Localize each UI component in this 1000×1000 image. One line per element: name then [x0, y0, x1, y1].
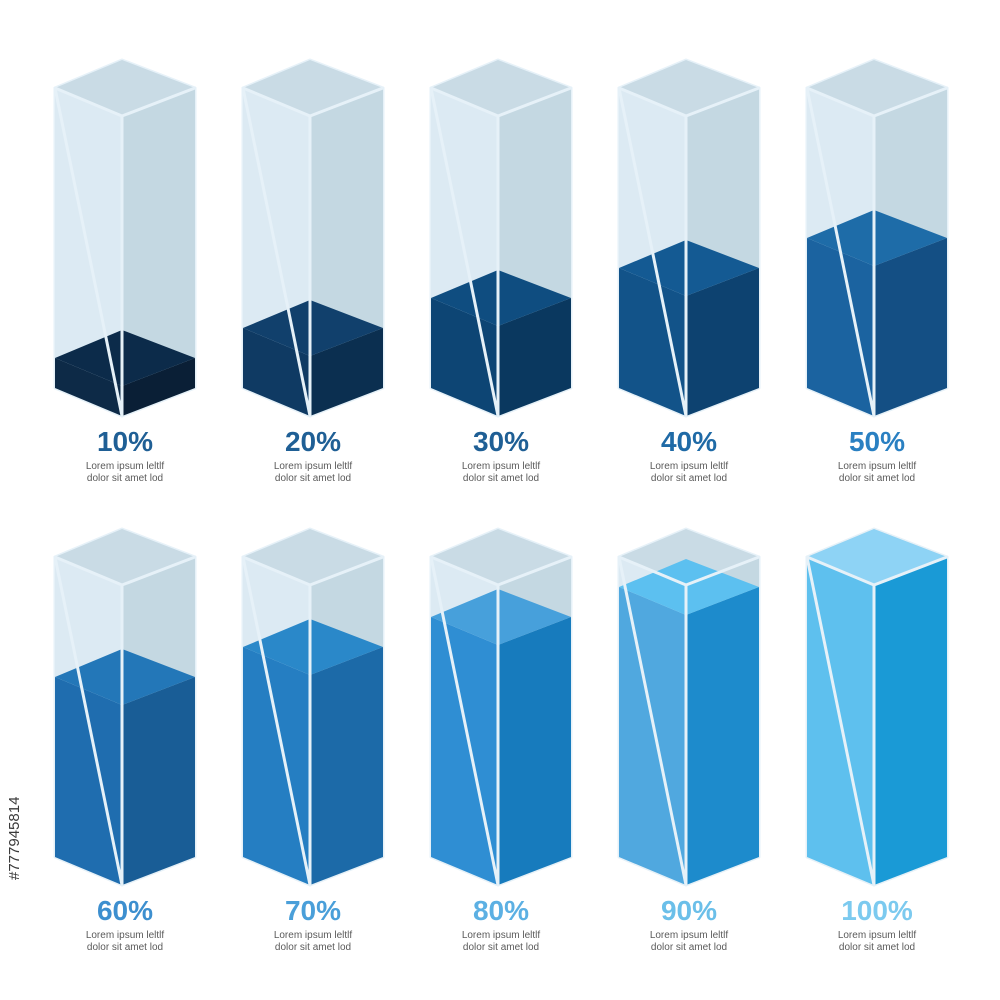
caption-line-2: dolor sit amet lod	[462, 942, 540, 953]
fill-right-face	[122, 677, 195, 885]
caption-line-2: dolor sit amet lod	[462, 473, 540, 484]
fill-right-face	[310, 328, 383, 416]
caption-line-1: Lorem ipsum leltlf	[273, 930, 353, 941]
fill-left-face	[431, 617, 498, 885]
glass-column	[617, 58, 761, 418]
percent-label: 80%	[472, 895, 530, 926]
caption-line-2: dolor sit amet lod	[86, 942, 164, 953]
caption-line-1: Lorem ipsum leltlf	[273, 461, 353, 472]
glass-front-edge	[53, 555, 197, 887]
caption-line-2: dolor sit amet lod	[838, 942, 916, 953]
glass-column	[53, 58, 197, 418]
glass-front-edge	[805, 86, 949, 418]
percent-label: 50%	[848, 426, 906, 457]
fill-right-face	[874, 238, 947, 416]
glass-front-edge	[805, 555, 949, 887]
percent-label: 20%	[284, 426, 342, 457]
glass-front-edge	[617, 86, 761, 418]
caption-line-2: dolor sit amet lod	[650, 473, 728, 484]
column-tile: 50% Lorem ipsum leltlf dolor sit amet lod	[782, 58, 972, 485]
column-tile: 20% Lorem ipsum leltlf dolor sit amet lod	[218, 58, 408, 485]
column-tile: 90% Lorem ipsum leltlf dolor sit amet lod	[594, 527, 784, 954]
glass-column	[429, 527, 573, 887]
column-tile: 70% Lorem ipsum leltlf dolor sit amet lod	[218, 527, 408, 954]
fill-top-face	[431, 270, 571, 326]
fill-right-face	[122, 358, 195, 416]
caption-line-1: Lorem ipsum leltlf	[837, 461, 917, 472]
glass-column	[53, 527, 197, 887]
column-tile: 40% Lorem ipsum leltlf dolor sit amet lod	[594, 58, 784, 485]
percent-label: 40%	[660, 426, 718, 457]
caption-line-2: dolor sit amet lod	[274, 942, 352, 953]
glass-front-edge	[53, 86, 197, 418]
fill-right-face	[310, 647, 383, 885]
fill-top-face	[243, 619, 383, 675]
caption-line-1: Lorem ipsum leltlf	[461, 461, 541, 472]
caption-line-1: Lorem ipsum leltlf	[837, 930, 917, 941]
percent-label: 10%	[96, 426, 154, 457]
fill-left-face	[619, 587, 686, 885]
stock-id-label: #777945814	[6, 796, 23, 880]
caption-line-2: dolor sit amet lod	[838, 473, 916, 484]
column-tile: 30% Lorem ipsum leltlf dolor sit amet lod	[406, 58, 596, 485]
glass-column	[805, 527, 949, 887]
percent-label: 90%	[660, 895, 718, 926]
glass-column	[429, 58, 573, 418]
glass-column	[241, 527, 385, 887]
glass-front-edge	[241, 86, 385, 418]
caption-line-1: Lorem ipsum leltlf	[85, 930, 165, 941]
column-tile: 100% Lorem ipsum leltlf dolor sit amet lod	[782, 527, 972, 954]
percent-label: 30%	[472, 426, 530, 457]
percent-label: 60%	[96, 895, 154, 926]
glass-right-face	[122, 88, 195, 416]
caption-line-2: dolor sit amet lod	[650, 942, 728, 953]
fill-right-face	[686, 268, 759, 416]
fill-right-face	[874, 557, 947, 885]
fill-top-face	[55, 330, 195, 386]
caption-line-1: Lorem ipsum leltlf	[649, 461, 729, 472]
column-tile: 10% Lorem ipsum leltlf dolor sit amet lod	[30, 58, 220, 485]
fill-right-face	[498, 298, 571, 416]
fill-left-face	[243, 647, 310, 885]
glass-column	[805, 58, 949, 418]
glass-column	[241, 58, 385, 418]
fill-top-face	[55, 649, 195, 705]
fill-top-face	[431, 589, 571, 645]
column-tile: 80% Lorem ipsum leltlf dolor sit amet lod	[406, 527, 596, 954]
caption-line-1: Lorem ipsum leltlf	[85, 461, 165, 472]
percent-label: 70%	[284, 895, 342, 926]
glass-front-edge	[429, 86, 573, 418]
caption-line-2: dolor sit amet lod	[274, 473, 352, 484]
glass-front-edge	[617, 555, 761, 887]
fill-top-face	[243, 300, 383, 356]
fill-left-face	[807, 238, 874, 416]
glass-column	[617, 527, 761, 887]
caption-line-2: dolor sit amet lod	[86, 473, 164, 484]
glass-front-edge	[429, 555, 573, 887]
fill-right-face	[686, 587, 759, 885]
caption-line-1: Lorem ipsum leltlf	[649, 930, 729, 941]
fill-left-face	[55, 677, 122, 885]
column-tile: 60% Lorem ipsum leltlf dolor sit amet lod	[30, 527, 220, 954]
fill-left-face	[243, 328, 310, 416]
fill-left-face	[55, 358, 122, 416]
percent-label: 100%	[841, 895, 913, 926]
fill-right-face	[498, 617, 571, 885]
fill-left-face	[619, 268, 686, 416]
glass-front-edge	[241, 555, 385, 887]
caption-line-1: Lorem ipsum leltlf	[461, 930, 541, 941]
